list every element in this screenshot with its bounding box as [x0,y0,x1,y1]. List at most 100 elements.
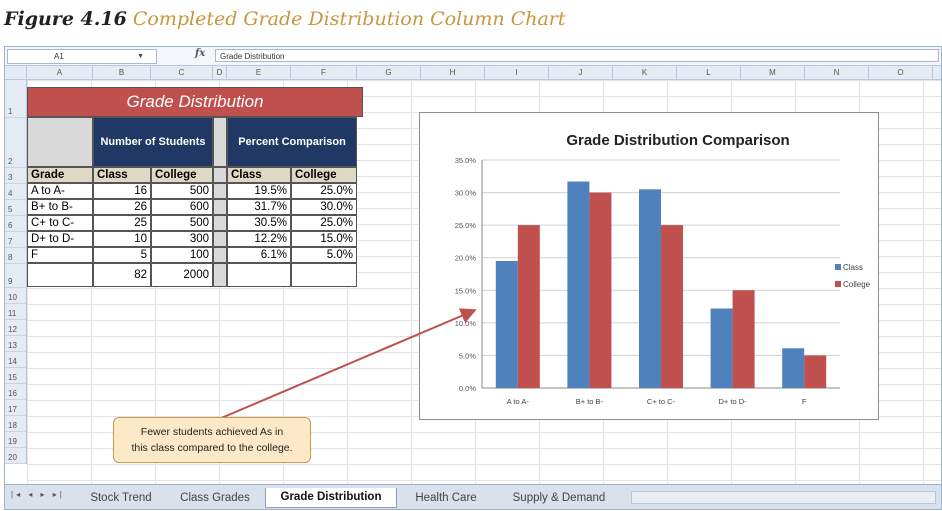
row-header-20[interactable]: 20 [5,448,27,464]
sheet-tab-stock-trend[interactable]: Stock Trend [90,492,152,504]
bar-class-4 [710,308,733,388]
gap-cell[interactable] [213,183,227,199]
column-header-k[interactable]: K [613,66,677,80]
row-header-1[interactable]: 1 [5,80,27,118]
column-header-i[interactable]: I [485,66,549,80]
sheet-tab-health-care[interactable]: Health Care [415,492,477,504]
blank-header-cell[interactable] [27,117,93,167]
gap-cell[interactable] [213,117,227,167]
class-count-cell[interactable]: 10 [93,231,151,247]
grade-cell[interactable]: F [27,247,93,263]
class-count-cell[interactable]: 5 [93,247,151,263]
row-header-3[interactable]: 3 [5,168,27,184]
class-count-cell[interactable]: 25 [93,215,151,231]
blank-total-cell[interactable] [291,263,357,287]
row-header-8[interactable]: 8 [5,248,27,264]
chevron-down-icon[interactable]: ▼ [137,53,144,60]
select-all-corner[interactable] [5,66,27,80]
column-header-n[interactable]: N [805,66,869,80]
column-header-d[interactable]: D [213,66,227,80]
college-count-cell[interactable]: 600 [151,199,213,215]
column-header-f[interactable]: F [291,66,357,80]
total-college-cell[interactable]: 2000 [151,263,213,287]
row-header-6[interactable]: 6 [5,216,27,232]
row-header-11[interactable]: 11 [5,304,27,320]
college-percent-cell[interactable]: 30.0% [291,199,357,215]
column-header-e[interactable]: E [227,66,291,80]
gap-cell[interactable] [213,167,227,183]
column-header-p[interactable]: P [933,66,941,80]
sheet-tab-supply-demand[interactable]: Supply & Demand [512,492,606,504]
grade-cell[interactable]: B+ to B- [27,199,93,215]
formula-input[interactable]: Grade Distribution [215,49,939,62]
number-of-students-header[interactable]: Number of Students [93,117,213,167]
sheet-tab-class-grades[interactable]: Class Grades [180,492,250,504]
grade-cell[interactable]: A to A- [27,183,93,199]
name-box[interactable]: A1 ▼ [7,49,157,64]
column-header-o[interactable]: O [869,66,933,80]
class-percent-cell[interactable]: 31.7% [227,199,291,215]
column-header-c[interactable]: C [151,66,213,80]
class-percent-cell[interactable]: 30.5% [227,215,291,231]
percent-college-column-header[interactable]: College [291,167,357,183]
row-header-15[interactable]: 15 [5,368,27,384]
row-header-10[interactable]: 10 [5,288,27,304]
college-count-cell[interactable]: 500 [151,215,213,231]
column-header-g[interactable]: G [357,66,421,80]
gap-cell[interactable] [213,199,227,215]
column-header-b[interactable]: B [93,66,151,80]
grade-column-header[interactable]: Grade [27,167,93,183]
column-chart[interactable]: Grade Distribution Comparison 0.0% 5.0% 10.… [419,112,879,420]
blank-total-cell[interactable] [227,263,291,287]
sheet-tab-grade-distribution[interactable]: Grade Distribution [265,488,397,508]
row-header-12[interactable]: 12 [5,320,27,336]
gap-cell[interactable] [213,215,227,231]
college-count-cell[interactable]: 100 [151,247,213,263]
total-label-cell[interactable] [27,263,93,287]
gap-cell[interactable] [213,263,227,287]
row-header-7[interactable]: 7 [5,232,27,248]
college-count-cell[interactable]: 500 [151,183,213,199]
class-column-header[interactable]: Class [93,167,151,183]
callout-line-2: this class compared to the college. [131,442,293,454]
sheet-title[interactable]: Grade Distribution [27,87,363,117]
class-percent-cell[interactable]: 19.5% [227,183,291,199]
class-percent-cell[interactable]: 12.2% [227,231,291,247]
gap-cell[interactable] [213,247,227,263]
college-percent-cell[interactable]: 15.0% [291,231,357,247]
college-count-cell[interactable]: 300 [151,231,213,247]
grade-cell[interactable]: C+ to C- [27,215,93,231]
row-header-16[interactable]: 16 [5,384,27,400]
row-header-19[interactable]: 19 [5,432,27,448]
class-count-cell[interactable]: 16 [93,183,151,199]
column-header-j[interactable]: J [549,66,613,80]
row-header-2[interactable]: 2 [5,118,27,168]
class-count-cell[interactable]: 26 [93,199,151,215]
row-header-14[interactable]: 14 [5,352,27,368]
row-header-17[interactable]: 17 [5,400,27,416]
legend-swatch-college [835,281,841,287]
row-header-4[interactable]: 4 [5,184,27,200]
column-header-m[interactable]: M [741,66,805,80]
gap-cell[interactable] [213,231,227,247]
college-percent-cell[interactable]: 25.0% [291,215,357,231]
row-header-9[interactable]: 9 [5,264,27,288]
class-percent-cell[interactable]: 6.1% [227,247,291,263]
tab-scroll-arrows-icon[interactable]: |◂ ◂ ▸ ▸| [11,490,65,499]
grade-cell[interactable]: D+ to D- [27,231,93,247]
percent-class-column-header[interactable]: Class [227,167,291,183]
row-header-5[interactable]: 5 [5,200,27,216]
college-column-header[interactable]: College [151,167,213,183]
row-header-13[interactable]: 13 [5,336,27,352]
column-header-a[interactable]: A [27,66,93,80]
college-percent-cell[interactable]: 25.0% [291,183,357,199]
function-icon[interactable]: fx [195,48,206,59]
horizontal-scrollbar[interactable] [631,491,936,504]
annotation-callout[interactable]: Fewer students achieved As in this class… [113,417,311,463]
college-percent-cell[interactable]: 5.0% [291,247,357,263]
column-header-h[interactable]: H [421,66,485,80]
percent-comparison-header[interactable]: Percent Comparison [227,117,357,167]
total-class-cell[interactable]: 82 [93,263,151,287]
row-header-18[interactable]: 18 [5,416,27,432]
column-header-l[interactable]: L [677,66,741,80]
